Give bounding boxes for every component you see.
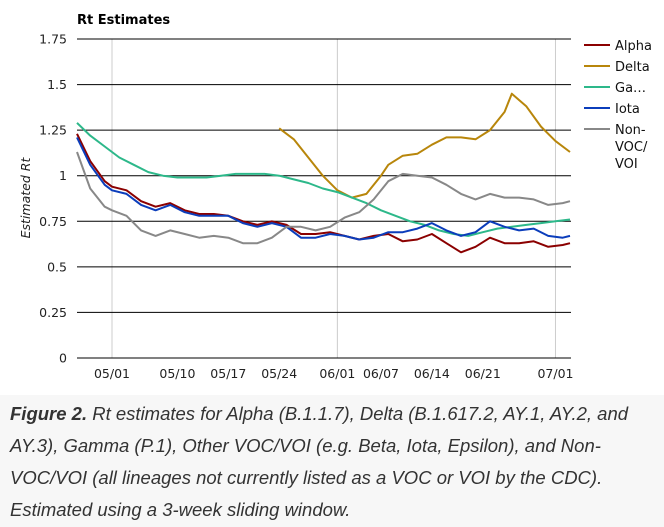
x-tick-label: 06/14 xyxy=(414,366,450,381)
legend-item[interactable]: Iota xyxy=(584,102,640,117)
y-tick-label: 1.75 xyxy=(39,32,67,47)
legend-item[interactable]: Delta xyxy=(584,60,650,75)
y-tick-label: 0.75 xyxy=(39,214,67,229)
caption-text: Rt estimates for Alpha (B.1.1.7), Delta … xyxy=(10,403,629,520)
chart-panel: Rt Estimates 0 0.25 0.5 0.75 1 1.25 1.5 1.75 05… xyxy=(18,13,652,381)
legend-label: Ga… xyxy=(615,81,646,96)
legend-item[interactable]: Ga… xyxy=(584,81,646,96)
y-tick-label: 0.5 xyxy=(47,259,67,274)
y-tick-label: 1.25 xyxy=(39,123,67,138)
y-tick-label: 0.25 xyxy=(39,305,67,320)
x-tick-label: 07/01 xyxy=(537,366,573,381)
chart-title: Rt Estimates xyxy=(77,13,170,28)
x-tick-label: 05/10 xyxy=(159,366,195,381)
figure-caption: Figure 2. Rt estimates for Alpha (B.1.1.… xyxy=(10,398,660,526)
x-tick-label: 06/21 xyxy=(465,366,501,381)
legend-label: Non- xyxy=(615,123,646,138)
rt-line-chart: Rt Estimates 0 0.25 0.5 0.75 1 1.25 1.5 1.75 05… xyxy=(18,13,652,381)
y-axis-label: Estimated Rt xyxy=(18,157,33,239)
y-tick-label: 0 xyxy=(59,351,67,366)
legend-label: VOI xyxy=(615,157,638,172)
legend-label: Iota xyxy=(615,102,640,117)
x-tick-label: 05/24 xyxy=(261,366,297,381)
legend-item[interactable]: Non- VOC/VOI xyxy=(584,123,648,172)
y-tick-label: 1 xyxy=(59,168,67,183)
caption-label: Figure 2. xyxy=(10,403,88,424)
x-tick-label: 05/17 xyxy=(210,366,246,381)
legend-item[interactable]: Alpha xyxy=(584,39,652,54)
y-tick-label: 1.5 xyxy=(47,77,67,92)
x-tick-label: 06/01 xyxy=(319,366,355,381)
series-line-iota xyxy=(76,136,571,241)
series-line-alpha xyxy=(76,133,571,254)
legend-label: Alpha xyxy=(615,39,652,54)
legend-label: VOC/ xyxy=(615,140,648,155)
series-line-gamma xyxy=(76,122,571,237)
series-line-non-voc-voi xyxy=(76,151,571,245)
series-line-delta xyxy=(278,92,571,199)
x-tick-label: 05/01 xyxy=(94,366,130,381)
legend-label: Delta xyxy=(615,60,650,75)
x-tick-label: 06/07 xyxy=(363,366,399,381)
